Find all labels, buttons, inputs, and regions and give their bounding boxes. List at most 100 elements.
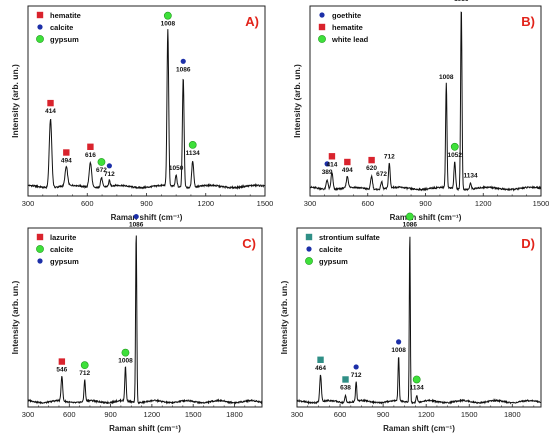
y-axis-label: Intensity (arb. un.)	[10, 64, 20, 138]
legend-label: strontium sulfate	[319, 233, 380, 242]
peak-marker	[405, 212, 414, 221]
legend-marker	[36, 233, 44, 241]
x-axis-label: Raman shift (cm⁻¹)	[111, 213, 183, 222]
peak-label: 1008	[118, 358, 133, 365]
x-tick-label: 1800	[504, 410, 521, 419]
plot-frame	[27, 227, 263, 408]
peak-label: 389	[322, 169, 333, 176]
x-tick-label: 600	[361, 199, 374, 208]
peak-marker	[163, 11, 172, 20]
peak-label: 1050	[169, 165, 184, 172]
peak-label: 1086	[454, 0, 469, 3]
peak-label: 712	[79, 370, 90, 377]
panel-letter: D)	[521, 236, 535, 251]
peak-marker	[133, 213, 139, 220]
x-axis-label: Raman shift (cm⁻¹)	[390, 213, 462, 222]
peak-label: 1052	[448, 152, 463, 159]
peak-label: 620	[366, 165, 377, 172]
peak-marker	[180, 58, 186, 64]
x-tick-label: 900	[419, 199, 432, 208]
legend-marker	[306, 246, 312, 252]
x-tick-label: 1200	[144, 410, 161, 419]
peak-marker	[63, 149, 70, 156]
x-tick-label: 900	[104, 410, 117, 419]
spectrum-line	[296, 236, 542, 406]
peak-marker	[317, 356, 324, 363]
x-tick-label: 1500	[533, 199, 550, 208]
legend-marker	[36, 245, 44, 253]
x-tick-label: 1800	[226, 410, 243, 419]
peak-marker	[80, 361, 89, 370]
legend-marker	[37, 24, 43, 30]
peak-marker	[353, 364, 359, 370]
peak-marker	[396, 339, 402, 345]
x-tick-label: 1500	[461, 410, 478, 419]
x-tick-label: 1200	[475, 199, 492, 208]
legend-label: hematite	[332, 23, 363, 32]
peak-marker	[97, 158, 106, 166]
peak-marker	[188, 140, 197, 149]
legend-marker	[305, 257, 313, 265]
legend-marker	[37, 258, 43, 264]
peak-label: 672	[376, 171, 387, 178]
peak-label: 1086	[176, 66, 191, 73]
legend-marker	[36, 35, 44, 43]
x-axis-label: Raman shift (cm⁻¹)	[109, 424, 181, 433]
x-tick-label: 300	[22, 199, 35, 208]
y-axis-label: Intensity (arb. un.)	[10, 280, 20, 354]
peak-label: 494	[61, 158, 72, 165]
legend-marker	[318, 23, 326, 31]
peak-label: 1008	[391, 347, 406, 354]
peak-label: 1008	[161, 21, 176, 28]
peak-marker	[47, 99, 54, 107]
legend-label: calcite	[50, 23, 73, 32]
panel-4: 300 600 900 1200 1500 1800 Raman shift (cm⁻¹) I…	[279, 212, 542, 433]
legend-marker	[36, 11, 44, 19]
legend-marker	[305, 233, 313, 241]
x-tick-label: 1200	[418, 410, 435, 419]
legend-label: gypsum	[319, 257, 348, 266]
peak-label: 464	[315, 365, 326, 372]
x-tick-label: 1500	[185, 410, 202, 419]
peak-label: 546	[56, 367, 67, 374]
peak-marker	[87, 143, 94, 150]
panel-3: 300 600 900 1200 1500 1800 Raman shift (cm⁻¹) I…	[10, 213, 263, 433]
peak-marker	[328, 153, 336, 160]
legend-label: calcite	[50, 245, 73, 254]
panel-letter: A)	[245, 14, 259, 29]
x-tick-label: 300	[304, 199, 317, 208]
y-axis-label: Intensity (arb. un.)	[292, 64, 302, 138]
peak-label: 712	[384, 154, 395, 161]
spectrum-line	[27, 235, 263, 405]
peak-label: 1134	[410, 384, 424, 391]
x-tick-label: 1200	[197, 199, 214, 208]
x-tick-label: 600	[81, 199, 94, 208]
x-tick-label: 600	[63, 410, 76, 419]
panel-1: 300 600 900 1200 1500 Raman shift (cm⁻¹) Inten…	[10, 5, 273, 222]
x-tick-label: 600	[334, 410, 347, 419]
peak-marker	[121, 348, 130, 357]
peak-label: 414	[327, 161, 338, 168]
legend-label: gypsum	[50, 35, 79, 44]
x-tick-label: 900	[377, 410, 390, 419]
plot-frame	[296, 227, 542, 408]
panel-letter: C)	[242, 236, 256, 251]
spectrum-line	[309, 11, 542, 192]
spectrum-line	[27, 29, 266, 190]
x-tick-label: 300	[22, 410, 35, 419]
legend-label: lazurite	[50, 233, 76, 242]
x-tick-label: 900	[140, 199, 153, 208]
peak-label: 494	[342, 167, 353, 174]
peak-marker	[324, 161, 330, 167]
peak-label: 638	[340, 384, 351, 391]
legend-label: white lead	[331, 35, 369, 44]
peak-marker	[106, 163, 112, 169]
peak-marker	[450, 142, 459, 151]
peak-marker	[342, 376, 349, 383]
peak-marker	[58, 358, 66, 365]
peak-label: 1086	[403, 222, 418, 229]
peak-label: 1134	[463, 173, 477, 180]
peak-label: 1008	[439, 74, 454, 81]
peak-label: 672	[96, 167, 107, 174]
